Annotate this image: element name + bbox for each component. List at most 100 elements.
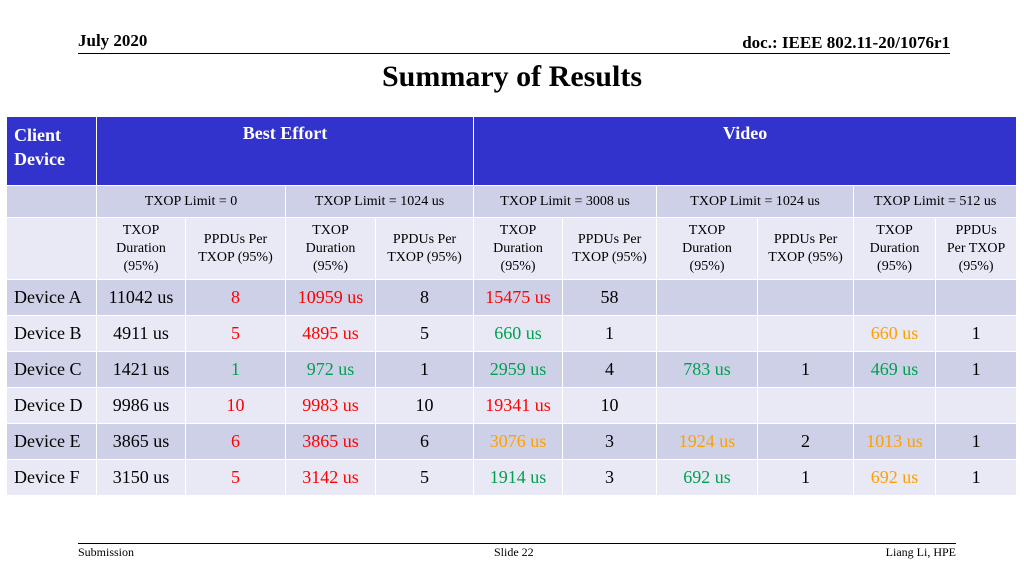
column-header-line: TXOP (499, 222, 537, 238)
column-header-line: TXOP (95%) (768, 249, 843, 265)
table-cell: 972 us (285, 351, 376, 388)
table-row: Device E 3865 us 6 3865 us 6 3076 us 3 1924 us 2… (6, 423, 1018, 460)
header-divider (78, 53, 950, 54)
column-header-line: PPDUs Per (392, 231, 457, 247)
device-name: Device B (6, 315, 97, 352)
table-cell: 10 (374, 387, 475, 424)
table-cell: 3865 us (96, 423, 186, 460)
column-header-line: (95%) (500, 258, 536, 274)
table-cell: 9983 us (285, 387, 376, 424)
table-cell: 1914 us (473, 459, 564, 496)
txop-limit-vi-512: TXOP Limit = 512 us (853, 185, 1018, 218)
video-header: Video (473, 116, 1018, 186)
table-cell: 4895 us (285, 315, 376, 352)
results-table: Client Device Best Effort Video TXOP Lim… (6, 116, 1018, 496)
header-doc-id: doc.: IEEE 802.11-20/1076r1 (742, 33, 950, 52)
table-cell (757, 315, 855, 352)
column-header-line: PPDUs Per (577, 231, 642, 247)
table-cell: 8 (185, 279, 286, 316)
column-header-line: TXOP (876, 222, 913, 238)
table-cell: 15475 us (473, 279, 564, 316)
column-header-line: Duration (116, 240, 166, 256)
device-name: Device C (6, 351, 97, 388)
column-header-line: TXOP (95%) (572, 249, 647, 265)
table-cell: 3 (562, 459, 658, 496)
table-cell: 2959 us (473, 351, 564, 388)
footer-submission: Submission (78, 545, 135, 559)
client-device-header: Client Device (6, 116, 97, 186)
table-cell: 1 (935, 459, 1018, 496)
column-header-line: TXOP (95%) (198, 249, 273, 265)
table-cell (656, 315, 759, 352)
table-cell (853, 387, 937, 424)
table-cell: 8 (374, 279, 475, 316)
table-cell: 10959 us (285, 279, 376, 316)
table-cell (757, 279, 855, 316)
txop-limit-be-1024: TXOP Limit = 1024 us (284, 185, 475, 218)
table-cell: 660 us (853, 315, 937, 352)
table-cell (935, 387, 1018, 424)
footer-author: Liang Li, HPE (885, 545, 956, 559)
txop-limit-vi-3008: TXOP Limit = 3008 us (473, 185, 658, 218)
table-cell: 783 us (656, 351, 759, 388)
footer-divider (78, 543, 956, 544)
table-cell: 692 us (853, 459, 937, 496)
column-header: PPDUs Per TXOP (95%) (757, 217, 855, 280)
table-cell: 10 (562, 387, 658, 424)
column-header-line: TXOP (95%) (387, 249, 462, 265)
table-cell: 19341 us (473, 387, 564, 424)
column-header-blank (6, 217, 97, 280)
table-cell: 1 (562, 315, 658, 352)
txop-limit-blank (6, 185, 97, 218)
column-header-row: TXOP Duration (95%) PPDUs Per TXOP (95%) TXOP… (6, 217, 1018, 280)
header-date: July 2020 (78, 31, 148, 50)
page-title: Summary of Results (382, 60, 642, 93)
table-cell: 3076 us (473, 423, 564, 460)
column-header: TXOP Duration (95%) (96, 217, 186, 280)
table-cell: 4 (562, 351, 658, 388)
table-cell: 3150 us (96, 459, 186, 496)
txop-limit-be-0: TXOP Limit = 0 (96, 185, 286, 218)
column-header-line: Duration (682, 240, 732, 256)
best-effort-header: Best Effort (95, 116, 475, 186)
txop-limit-row: TXOP Limit = 0 TXOP Limit = 1024 us TXOP… (6, 185, 1018, 218)
column-header-line: Duration (305, 240, 356, 256)
column-header-line: PPDUs (955, 222, 997, 238)
table-row: Device A 11042 us 8 10959 us 8 15475 us 58 (6, 279, 1018, 316)
column-header: TXOP Duration (95%) (853, 217, 937, 280)
table-cell: 5 (185, 315, 286, 352)
table-cell: 5 (185, 459, 286, 496)
txop-limit-vi-1024: TXOP Limit = 1024 us (656, 185, 855, 218)
column-header-line: PPDUs Per (203, 231, 268, 247)
table-cell: 58 (562, 279, 658, 316)
table-cell: 9986 us (96, 387, 186, 424)
table-cell: 3865 us (285, 423, 376, 460)
column-header-line: (95%) (958, 258, 994, 274)
table-cell (853, 279, 937, 316)
column-header-line: Per TXOP (946, 240, 1006, 256)
column-header: PPDUs Per TXOP (95%) (185, 217, 286, 280)
table-cell: 1 (374, 351, 475, 388)
table-cell: 1924 us (656, 423, 759, 460)
column-header-line: (95%) (877, 258, 913, 274)
column-header-line: Duration (869, 240, 920, 256)
table-cell: 1 (757, 459, 855, 496)
table-cell: 4911 us (96, 315, 186, 352)
table-cell: 5 (374, 459, 475, 496)
table-cell: 469 us (853, 351, 937, 388)
table-cell: 5 (374, 315, 475, 352)
column-header: PPDUs Per TXOP (95%) (374, 217, 475, 280)
table-cell: 1013 us (853, 423, 937, 460)
table-cell: 11042 us (96, 279, 186, 316)
column-header-line: TXOP (312, 222, 349, 238)
column-header-line: TXOP (122, 222, 160, 238)
column-header-line: Duration (493, 240, 543, 256)
table-cell: 2 (757, 423, 855, 460)
table-cell: 1 (185, 351, 286, 388)
device-name: Device A (6, 279, 97, 316)
table-cell (656, 279, 759, 316)
table-cell: 6 (185, 423, 286, 460)
table-cell: 1 (935, 423, 1018, 460)
column-header-line: TXOP (688, 222, 726, 238)
column-header: TXOP Duration (95%) (473, 217, 564, 280)
